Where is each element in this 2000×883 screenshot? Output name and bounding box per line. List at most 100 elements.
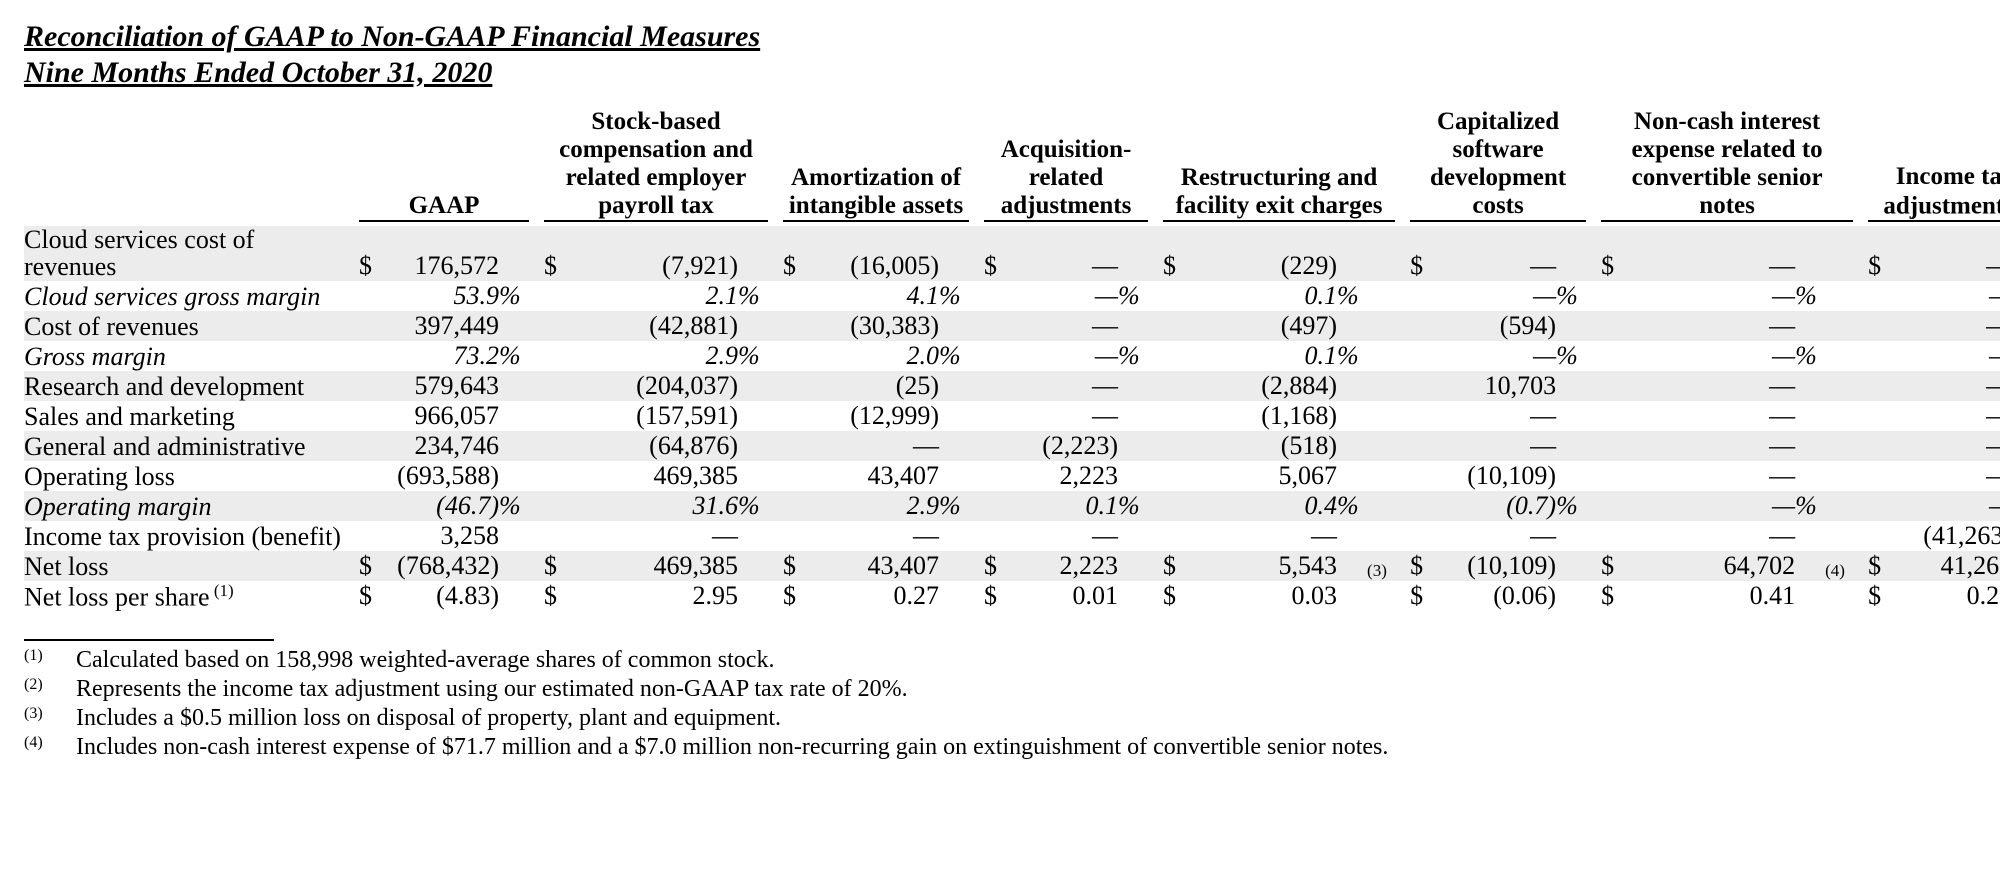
cell-suffix <box>1795 401 1825 431</box>
cell-suffix <box>1337 461 1367 491</box>
column-header-label: Capitalized software development costs <box>1430 108 1566 219</box>
cell-suffix <box>1556 226 1586 281</box>
cell-suffix: % <box>1118 281 1148 311</box>
currency-symbol <box>544 341 568 371</box>
cell-value: (30,383) <box>807 311 939 341</box>
cell-suffix <box>499 461 529 491</box>
cell-note <box>1367 341 1395 371</box>
cell-value: (204,037) <box>568 371 738 401</box>
cell-suffix <box>1118 431 1148 461</box>
currency-symbol: $ <box>1868 551 1892 581</box>
currency-symbol <box>1601 491 1625 521</box>
cell-note: (3) <box>1367 551 1395 581</box>
cell-value: 2,223 <box>1008 551 1118 581</box>
row-label: Operating loss <box>24 461 344 491</box>
currency-symbol <box>783 401 807 431</box>
currency-symbol: $ <box>544 581 568 611</box>
currency-symbol <box>359 371 383 401</box>
cell-suffix <box>939 371 969 401</box>
cell-value: (2,884) <box>1187 371 1337 401</box>
cell-value: (594) <box>1434 311 1556 341</box>
currency-symbol <box>1868 371 1892 401</box>
row-label: Net loss <box>24 551 344 581</box>
cell-note: (4) <box>1825 551 1853 581</box>
cell-value: (1,168) <box>1187 401 1337 431</box>
cell-suffix <box>738 551 768 581</box>
column-header-label: Non-cash interest expense related to con… <box>1631 108 1822 219</box>
cell-note <box>1825 491 1853 521</box>
cell-suffix <box>499 431 529 461</box>
cell-suffix <box>939 521 969 551</box>
row-label: Sales and marketing <box>24 401 344 431</box>
cell-value: — <box>1434 341 1556 371</box>
cell-value: (497) <box>1187 311 1337 341</box>
footnote-marker: (1) <box>24 647 76 665</box>
cell-suffix <box>499 521 529 551</box>
column-header-label: Acquisition-related adjustments <box>1001 136 1132 219</box>
currency-symbol <box>1868 431 1892 461</box>
cell-suffix <box>1118 371 1148 401</box>
cell-suffix <box>499 311 529 341</box>
cell-value: 0.1 <box>1187 341 1337 371</box>
cell-suffix: % <box>1337 341 1367 371</box>
currency-symbol <box>984 461 1008 491</box>
cell-suffix <box>1337 521 1367 551</box>
footnote-text: Includes a $0.5 million loss on disposal… <box>76 705 781 732</box>
cell-suffix: % <box>738 491 768 521</box>
cell-value: 397,449 <box>383 311 499 341</box>
currency-symbol: $ <box>1868 226 1892 281</box>
row-label: Gross margin <box>24 341 344 371</box>
currency-symbol <box>544 401 568 431</box>
column-header: Capitalized software development costs <box>1410 108 1586 222</box>
currency-symbol <box>1163 341 1187 371</box>
row-label-text: Net loss per share <box>24 582 210 611</box>
currency-symbol <box>359 491 383 521</box>
table-row: Net loss per share (1)$(4.83)$2.95$0.27$… <box>24 581 2000 611</box>
currency-symbol <box>1163 401 1187 431</box>
cell-note <box>1825 401 1853 431</box>
cell-value: — <box>568 521 738 551</box>
cell-suffix <box>1795 461 1825 491</box>
cell-value: 53.9 <box>383 281 499 311</box>
column-header: Restructuring and facility exit charges <box>1163 108 1395 222</box>
financial-page: Reconciliation of GAAP to Non-GAAP Finan… <box>0 0 2000 793</box>
cell-suffix <box>738 311 768 341</box>
cell-suffix <box>1118 311 1148 341</box>
cell-value: — <box>1892 311 2000 341</box>
column-header-label: Amortization of intangible assets <box>789 164 963 219</box>
currency-symbol <box>1601 311 1625 341</box>
cell-value: (64,876) <box>568 431 738 461</box>
currency-symbol: $ <box>359 226 383 281</box>
cell-value: — <box>1625 521 1795 551</box>
cell-suffix <box>1118 581 1148 611</box>
cell-suffix: % <box>1118 341 1148 371</box>
currency-symbol: $ <box>984 551 1008 581</box>
cell-suffix <box>738 371 768 401</box>
cell-value: 73.2 <box>383 341 499 371</box>
currency-symbol <box>359 521 383 551</box>
cell-value: 2.9 <box>568 341 738 371</box>
cell-note <box>1825 461 1853 491</box>
cell-value: 0.27 <box>807 581 939 611</box>
cell-note <box>1825 371 1853 401</box>
cell-value: — <box>1625 401 1795 431</box>
cell-value: (46.7) <box>383 491 499 521</box>
cell-suffix: % <box>1337 281 1367 311</box>
cell-note <box>1367 461 1395 491</box>
cell-value: — <box>1892 371 2000 401</box>
currency-symbol <box>783 281 807 311</box>
currency-symbol <box>783 341 807 371</box>
cell-note <box>1367 521 1395 551</box>
cell-value: 31.6 <box>568 491 738 521</box>
cell-value: (10,109) <box>1434 551 1556 581</box>
currency-symbol <box>984 341 1008 371</box>
currency-symbol: $ <box>783 581 807 611</box>
cell-suffix <box>939 401 969 431</box>
column-header: GAAP <box>359 108 529 222</box>
currency-symbol <box>544 461 568 491</box>
cell-value: (41,263) <box>1892 521 2000 551</box>
table-row: Operating loss(693,588)469,38543,4072,22… <box>24 461 2000 491</box>
currency-symbol: $ <box>1410 226 1434 281</box>
currency-symbol <box>1601 401 1625 431</box>
cell-suffix <box>1795 551 1825 581</box>
